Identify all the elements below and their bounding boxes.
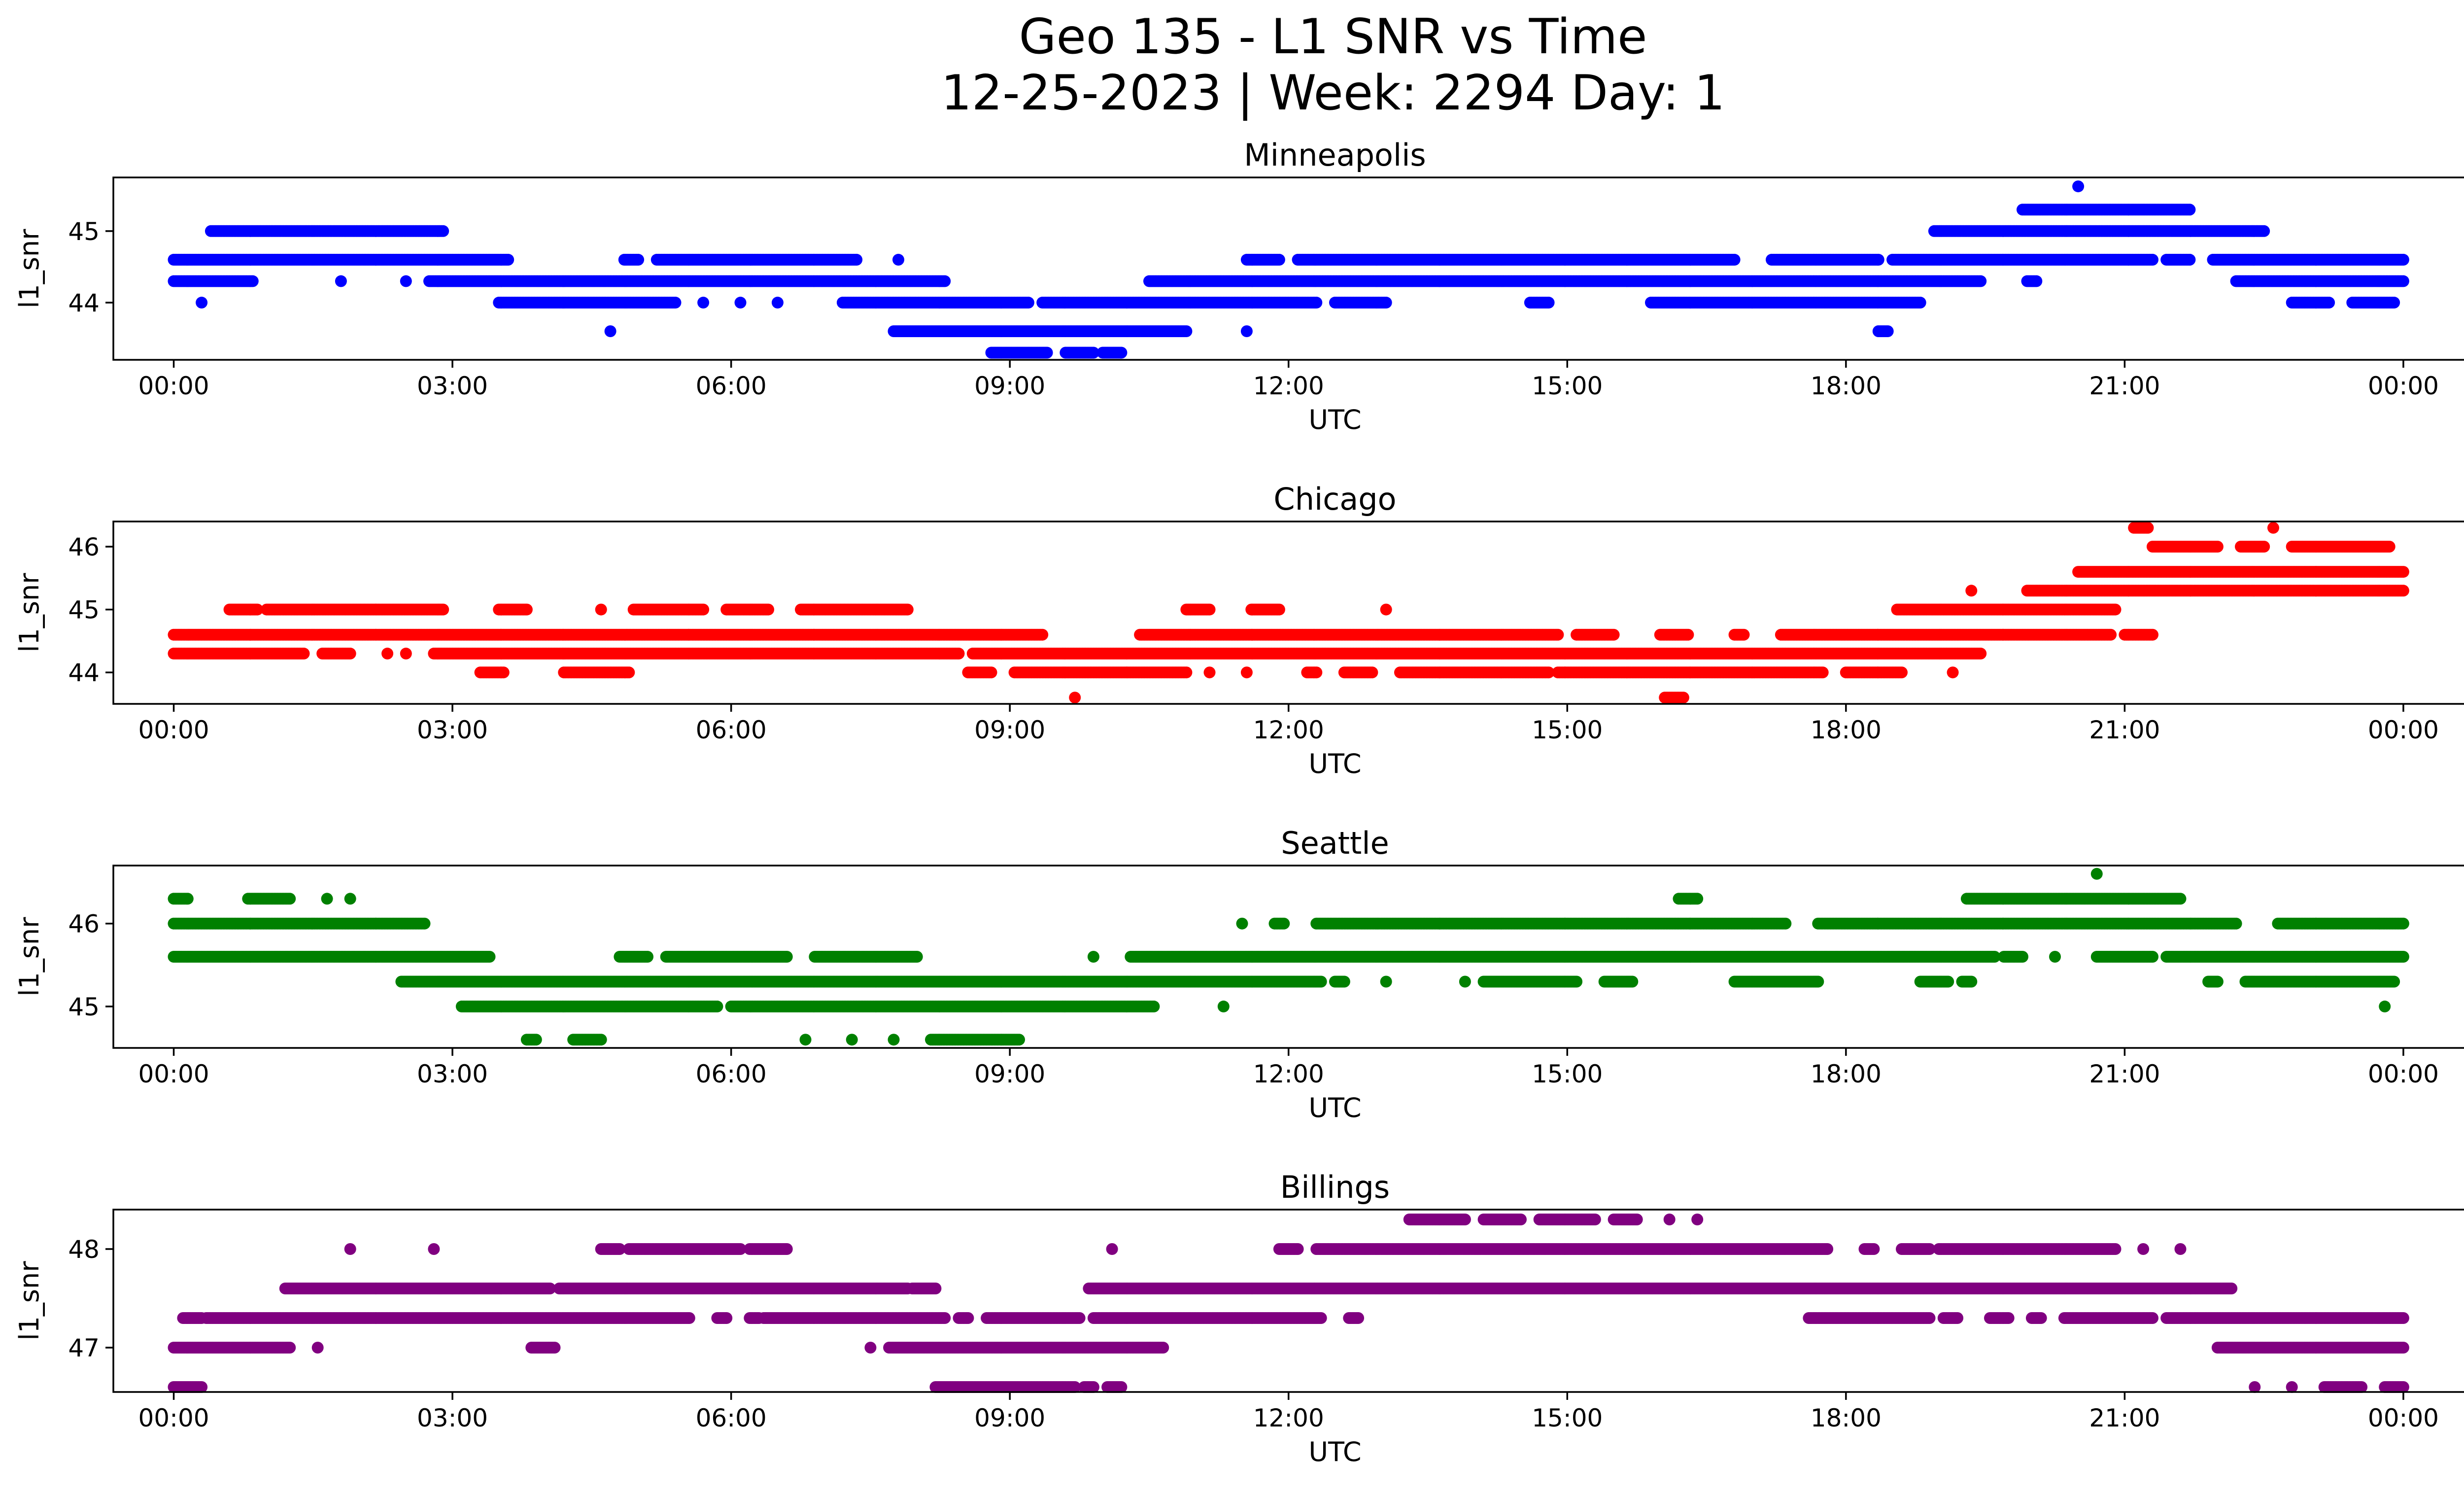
panels: 00:00 03:00 06:00 09:00 12:00 15:00 18:00 21:00… [14, 137, 2464, 1467]
data-point [1310, 296, 1323, 309]
data-point [1273, 603, 1285, 616]
data-point [2397, 275, 2409, 287]
data-point [1882, 325, 1894, 337]
data-point [1273, 253, 1285, 266]
data-point [246, 275, 259, 287]
x-tick-label: 00:00 [138, 372, 209, 400]
data-point [2030, 275, 2043, 287]
data-point [2397, 585, 2409, 597]
data-point [2323, 296, 2335, 309]
data-point [437, 225, 449, 237]
data-point [851, 253, 863, 266]
chart-title: Geo 135 - L1 SNR vs Time [1019, 9, 1647, 65]
data-point [2397, 253, 2409, 266]
data-point [1914, 296, 1926, 309]
data-point [2184, 253, 2196, 266]
points-1 [168, 522, 2409, 704]
panel-title: Minneapolis [1244, 137, 1426, 173]
data-point [2258, 225, 2270, 237]
data-point [437, 603, 449, 616]
y-tick-label: 45 [68, 217, 100, 246]
data-point [1975, 275, 1987, 287]
x-axis-label: UTC [1308, 404, 1361, 435]
data-point [2211, 541, 2224, 553]
data-point [2383, 541, 2396, 553]
data-point [502, 253, 514, 266]
data-point [2388, 296, 2400, 309]
data-point [1180, 325, 1193, 337]
data-point [697, 603, 710, 616]
data-point [335, 275, 347, 287]
x-tick-label: 00:00 [2368, 372, 2439, 400]
data-point [400, 275, 412, 287]
data-point [2258, 541, 2270, 553]
data-point [1380, 296, 1392, 309]
data-point [2184, 204, 2196, 216]
data-point [669, 296, 682, 309]
data-point [771, 296, 784, 309]
y-tick-label: 44 [68, 289, 100, 317]
data-point [595, 603, 607, 616]
data-point [520, 603, 533, 616]
data-point [604, 325, 616, 337]
chart-subtitle: 12-25-2023 | Week: 2294 Day: 1 [941, 65, 1725, 121]
data-point [1728, 253, 1741, 266]
data-point [762, 603, 774, 616]
data-point [632, 253, 645, 266]
data-point [2072, 180, 2085, 193]
data-point [1380, 603, 1392, 616]
data-point [2109, 603, 2122, 616]
x-tick-label: 09:00 [974, 372, 1045, 400]
x-tick-label: 18:00 [1811, 372, 1882, 400]
data-point [2147, 253, 2158, 266]
data-point [901, 603, 914, 616]
data-point [734, 296, 747, 309]
x-tick-label: 21:00 [2089, 372, 2160, 400]
data-point [196, 296, 208, 309]
x-tick-label: 15:00 [1532, 372, 1603, 400]
data-point [1022, 296, 1034, 309]
x-tick-label: 03:00 [417, 372, 488, 400]
data-point [1203, 603, 1216, 616]
data-point [1240, 325, 1253, 337]
data-point [1542, 296, 1555, 309]
panel-chicago: 00:00 03:00 06:00 09:00 12:00 15:00 18:00 21:00… [14, 481, 2464, 779]
panel-minneapolis: 00:00 03:00 06:00 09:00 12:00 15:00 18:00 21:00… [14, 137, 2464, 435]
data-point [892, 253, 904, 266]
data-point [1115, 347, 1128, 359]
data-point [1872, 253, 1884, 266]
points-0 [168, 180, 2409, 359]
data-point [2267, 522, 2279, 534]
data-point [697, 296, 710, 309]
data-point [939, 275, 951, 287]
data-point [1965, 585, 1978, 597]
y-axis-label: l1_snr [14, 229, 45, 309]
data-point [2397, 566, 2409, 578]
x-tick-label: 06:00 [696, 372, 767, 400]
data-point [1041, 347, 1053, 359]
data-point [2142, 522, 2154, 534]
x-tick-label: 12:00 [1253, 372, 1324, 400]
